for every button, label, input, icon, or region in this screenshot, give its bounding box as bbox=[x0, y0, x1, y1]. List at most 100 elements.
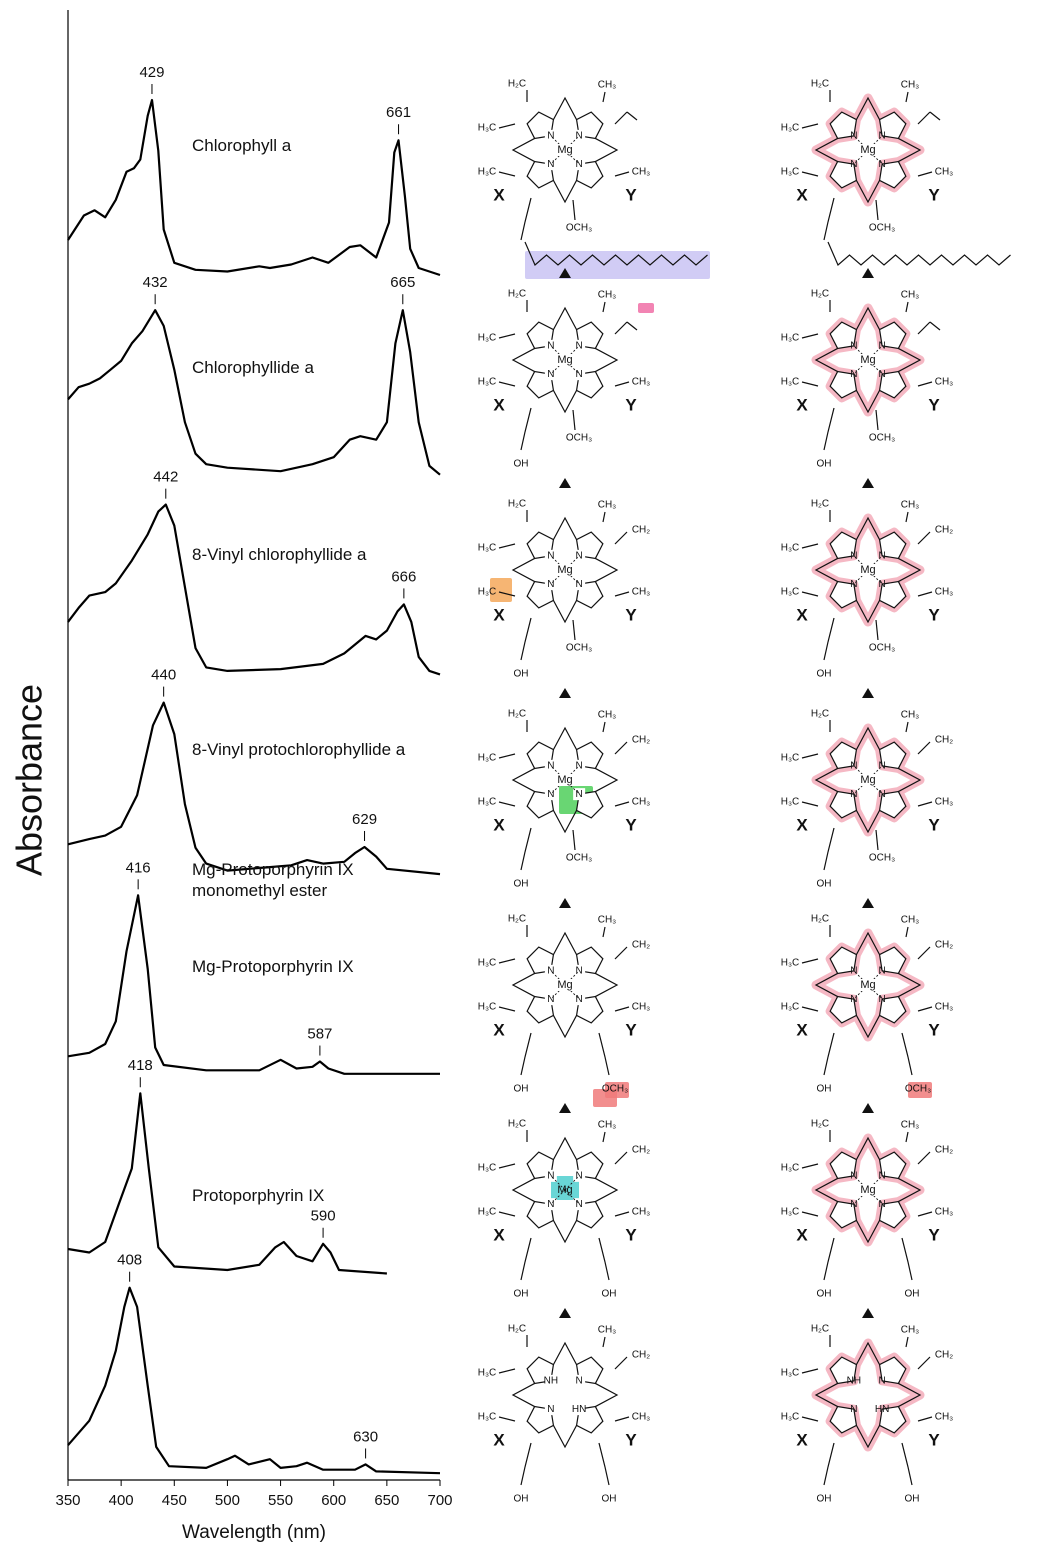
bond bbox=[499, 1212, 515, 1216]
structure-label: N bbox=[850, 369, 857, 380]
structure-label: OH bbox=[817, 879, 832, 890]
structure-label: OH bbox=[817, 1289, 832, 1300]
bond bbox=[824, 1057, 828, 1075]
bond bbox=[918, 322, 930, 334]
structure-label: CH₂ bbox=[935, 940, 953, 951]
x-tick-label: 550 bbox=[268, 1492, 293, 1509]
bond bbox=[525, 1033, 531, 1057]
bond bbox=[930, 322, 940, 330]
meso-bridge bbox=[553, 1138, 576, 1160]
structure-label: CH₃ bbox=[632, 1002, 651, 1013]
meso-bridge bbox=[553, 518, 576, 540]
series-label: 8-Vinyl chlorophyllide a bbox=[192, 544, 432, 565]
structure-label: CH₃ bbox=[632, 167, 651, 178]
bond bbox=[828, 408, 834, 432]
structure-label: N bbox=[850, 789, 857, 800]
bond bbox=[824, 432, 828, 450]
structure-label: CH₃ bbox=[598, 290, 617, 301]
structure-label: CH₃ bbox=[935, 377, 954, 388]
structure-label: X bbox=[493, 395, 505, 414]
bond bbox=[615, 802, 629, 806]
structure-label: N bbox=[547, 550, 554, 561]
structure-label: CH₃ bbox=[632, 587, 651, 598]
bond bbox=[918, 947, 930, 959]
structure-label: CH₃ bbox=[901, 915, 920, 926]
structure-label: CH₃ bbox=[598, 915, 617, 926]
structure-label: NH bbox=[544, 1375, 558, 1386]
bond bbox=[918, 382, 932, 386]
structure-label: Y bbox=[928, 815, 940, 834]
bond bbox=[599, 1443, 605, 1467]
peak-label: 442 bbox=[153, 469, 178, 486]
spectrum-line bbox=[68, 505, 440, 675]
structure-label: N bbox=[576, 994, 583, 1005]
x-axis-label: Wavelength (nm) bbox=[182, 1522, 326, 1543]
structure-label: CH₂ bbox=[935, 525, 953, 536]
bond bbox=[802, 1369, 818, 1373]
bond bbox=[876, 830, 878, 850]
structure-label: H₃C bbox=[478, 753, 497, 764]
bond bbox=[802, 124, 818, 128]
structure-label: OH bbox=[817, 669, 832, 680]
spectrum-line bbox=[68, 703, 440, 875]
peak-label: 590 bbox=[311, 1208, 336, 1225]
structure-label: H₃C bbox=[781, 753, 800, 764]
bond bbox=[603, 1337, 605, 1347]
x-tick-label: 350 bbox=[55, 1492, 80, 1509]
structure-label: N bbox=[547, 1170, 554, 1181]
bond bbox=[603, 927, 605, 937]
structure-label: Y bbox=[928, 1225, 940, 1244]
bond bbox=[918, 172, 932, 176]
structure-label: H₃C bbox=[478, 377, 497, 388]
structure-label: CH₃ bbox=[598, 710, 617, 721]
structure-label: N bbox=[879, 994, 886, 1005]
structure-label: Y bbox=[928, 1430, 940, 1449]
peak-label: 440 bbox=[151, 667, 176, 684]
structure-label: CH₃ bbox=[901, 1120, 920, 1131]
structure-label: H₃C bbox=[781, 1002, 800, 1013]
structure-label: N bbox=[547, 994, 554, 1005]
structure-label: Y bbox=[928, 185, 940, 204]
structure-label: CH₃ bbox=[632, 1412, 651, 1423]
peak-label: 666 bbox=[391, 568, 416, 585]
structure-label: CH₃ bbox=[901, 500, 920, 511]
bond bbox=[908, 1467, 912, 1485]
bond bbox=[824, 642, 828, 660]
structure-label: H₃C bbox=[781, 123, 800, 134]
bond bbox=[908, 1262, 912, 1280]
meso-bridge bbox=[553, 180, 576, 202]
structure-label: H₂C bbox=[811, 914, 829, 925]
structure-label: N bbox=[547, 760, 554, 771]
arrow-head bbox=[559, 898, 571, 908]
series-label: Mg-Protoporphyrin IX monomethyl ester bbox=[192, 859, 432, 901]
structure-label: N bbox=[879, 1375, 886, 1386]
structure-label: Mg bbox=[557, 354, 572, 366]
bond bbox=[802, 959, 818, 963]
structure-label: N bbox=[547, 1404, 554, 1415]
structure-label: Y bbox=[625, 815, 637, 834]
structure-label: OH bbox=[514, 879, 529, 890]
bond bbox=[521, 222, 525, 240]
structure-label: Mg bbox=[557, 774, 572, 786]
spectrum-line bbox=[68, 895, 440, 1074]
spectrum-line bbox=[68, 310, 440, 475]
structure-label: N bbox=[547, 369, 554, 380]
structure-label: Mg bbox=[557, 144, 572, 156]
structure-label: N bbox=[879, 369, 886, 380]
meso-bridge bbox=[513, 1178, 535, 1201]
bond bbox=[876, 620, 878, 640]
bond bbox=[499, 959, 515, 963]
structure-label: OH bbox=[514, 669, 529, 680]
structure-label: N bbox=[850, 1404, 857, 1415]
bond bbox=[615, 532, 627, 544]
arrow-head bbox=[862, 688, 874, 698]
peak-label: 408 bbox=[117, 1252, 142, 1269]
structure-label: N bbox=[547, 965, 554, 976]
structure-label: CH₃ bbox=[901, 710, 920, 721]
structure-label: OH bbox=[817, 1084, 832, 1095]
structure-label: N bbox=[879, 579, 886, 590]
structure-label: H₂C bbox=[508, 1324, 526, 1335]
structure-label: OCH₃ bbox=[869, 223, 895, 234]
bond bbox=[906, 722, 908, 732]
bond bbox=[918, 1212, 932, 1216]
